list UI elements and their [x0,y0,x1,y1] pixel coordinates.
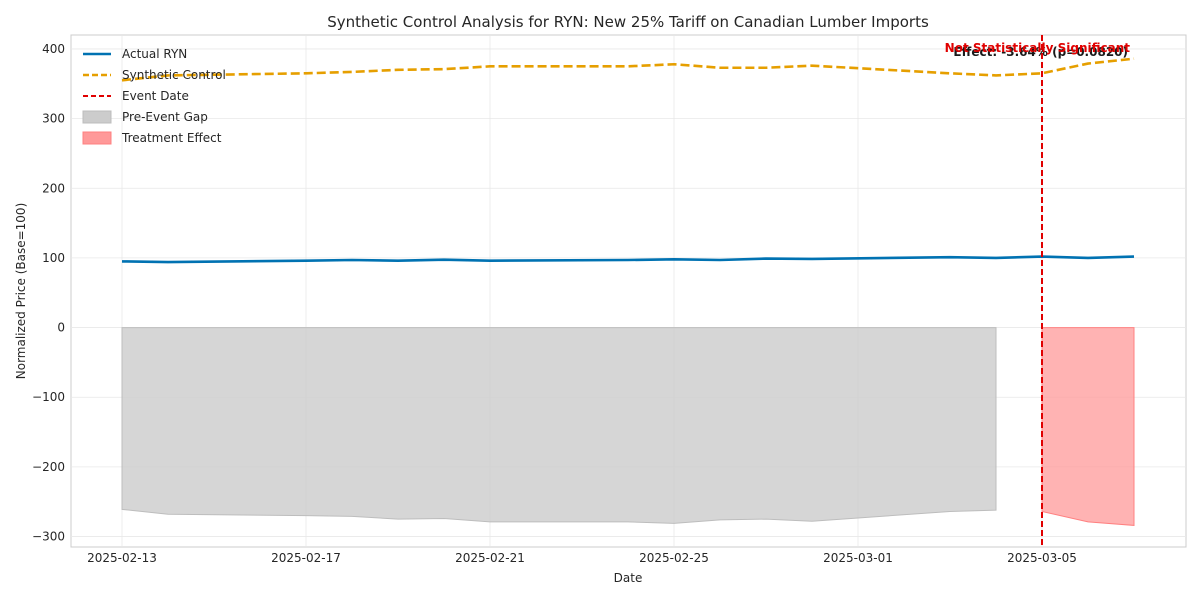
y-tick-label: 0 [57,321,65,335]
significance-annotation: Not Statistically Significant [945,41,1131,55]
lines [121,57,1135,264]
y-tick-label: 100 [42,251,65,265]
legend-label: Event Date [122,89,189,103]
x-tick-label: 2025-03-05 [1007,551,1077,565]
legend-label: Synthetic Control [122,68,226,82]
chart-title: Synthetic Control Analysis for RYN: New … [327,13,929,31]
treatment-effect-area [1041,327,1135,526]
x-tick-label: 2025-02-13 [87,551,157,565]
x-axis-label: Date [614,571,643,585]
legend-label: Pre-Event Gap [122,110,208,124]
tick-labels: 400 300 200 100 0 −100 −200 −300 2025-02-13 2025-… [32,42,1077,565]
legend-treatment-effect: Treatment Effect [82,131,222,145]
legend-pre-event-gap: Pre-Event Gap [82,110,208,124]
legend: Actual RYN Synthetic Control Event Date Pre… [82,47,226,145]
effect-annotation: Effect: -3.64% (p=0.0820) [953,45,1128,59]
y-tick-label: 400 [42,42,65,56]
y-axis-label: Normalized Price (Base=100) [14,203,28,380]
legend-synthetic-control: Synthetic Control [83,68,226,82]
x-tick-label: 2025-02-17 [271,551,341,565]
x-tick-label: 2025-02-21 [455,551,525,565]
y-tick-label: 200 [42,181,65,195]
y-tick-label: −200 [32,460,65,474]
x-tick-label: 2025-02-25 [639,551,709,565]
legend-swatch [82,110,112,124]
x-tick-label: 2025-03-01 [823,551,893,565]
legend-event-date: Event Date [83,89,189,103]
legend-swatch [82,131,112,145]
areas [121,327,1135,526]
y-tick-label: −300 [32,530,65,544]
pre-event-gap-area [121,327,997,524]
legend-actual-ryn: Actual RYN [83,47,187,61]
legend-label: Actual RYN [122,47,187,61]
legend-label: Treatment Effect [121,131,222,145]
y-tick-label: 300 [42,112,65,126]
y-tick-label: −100 [32,390,65,404]
